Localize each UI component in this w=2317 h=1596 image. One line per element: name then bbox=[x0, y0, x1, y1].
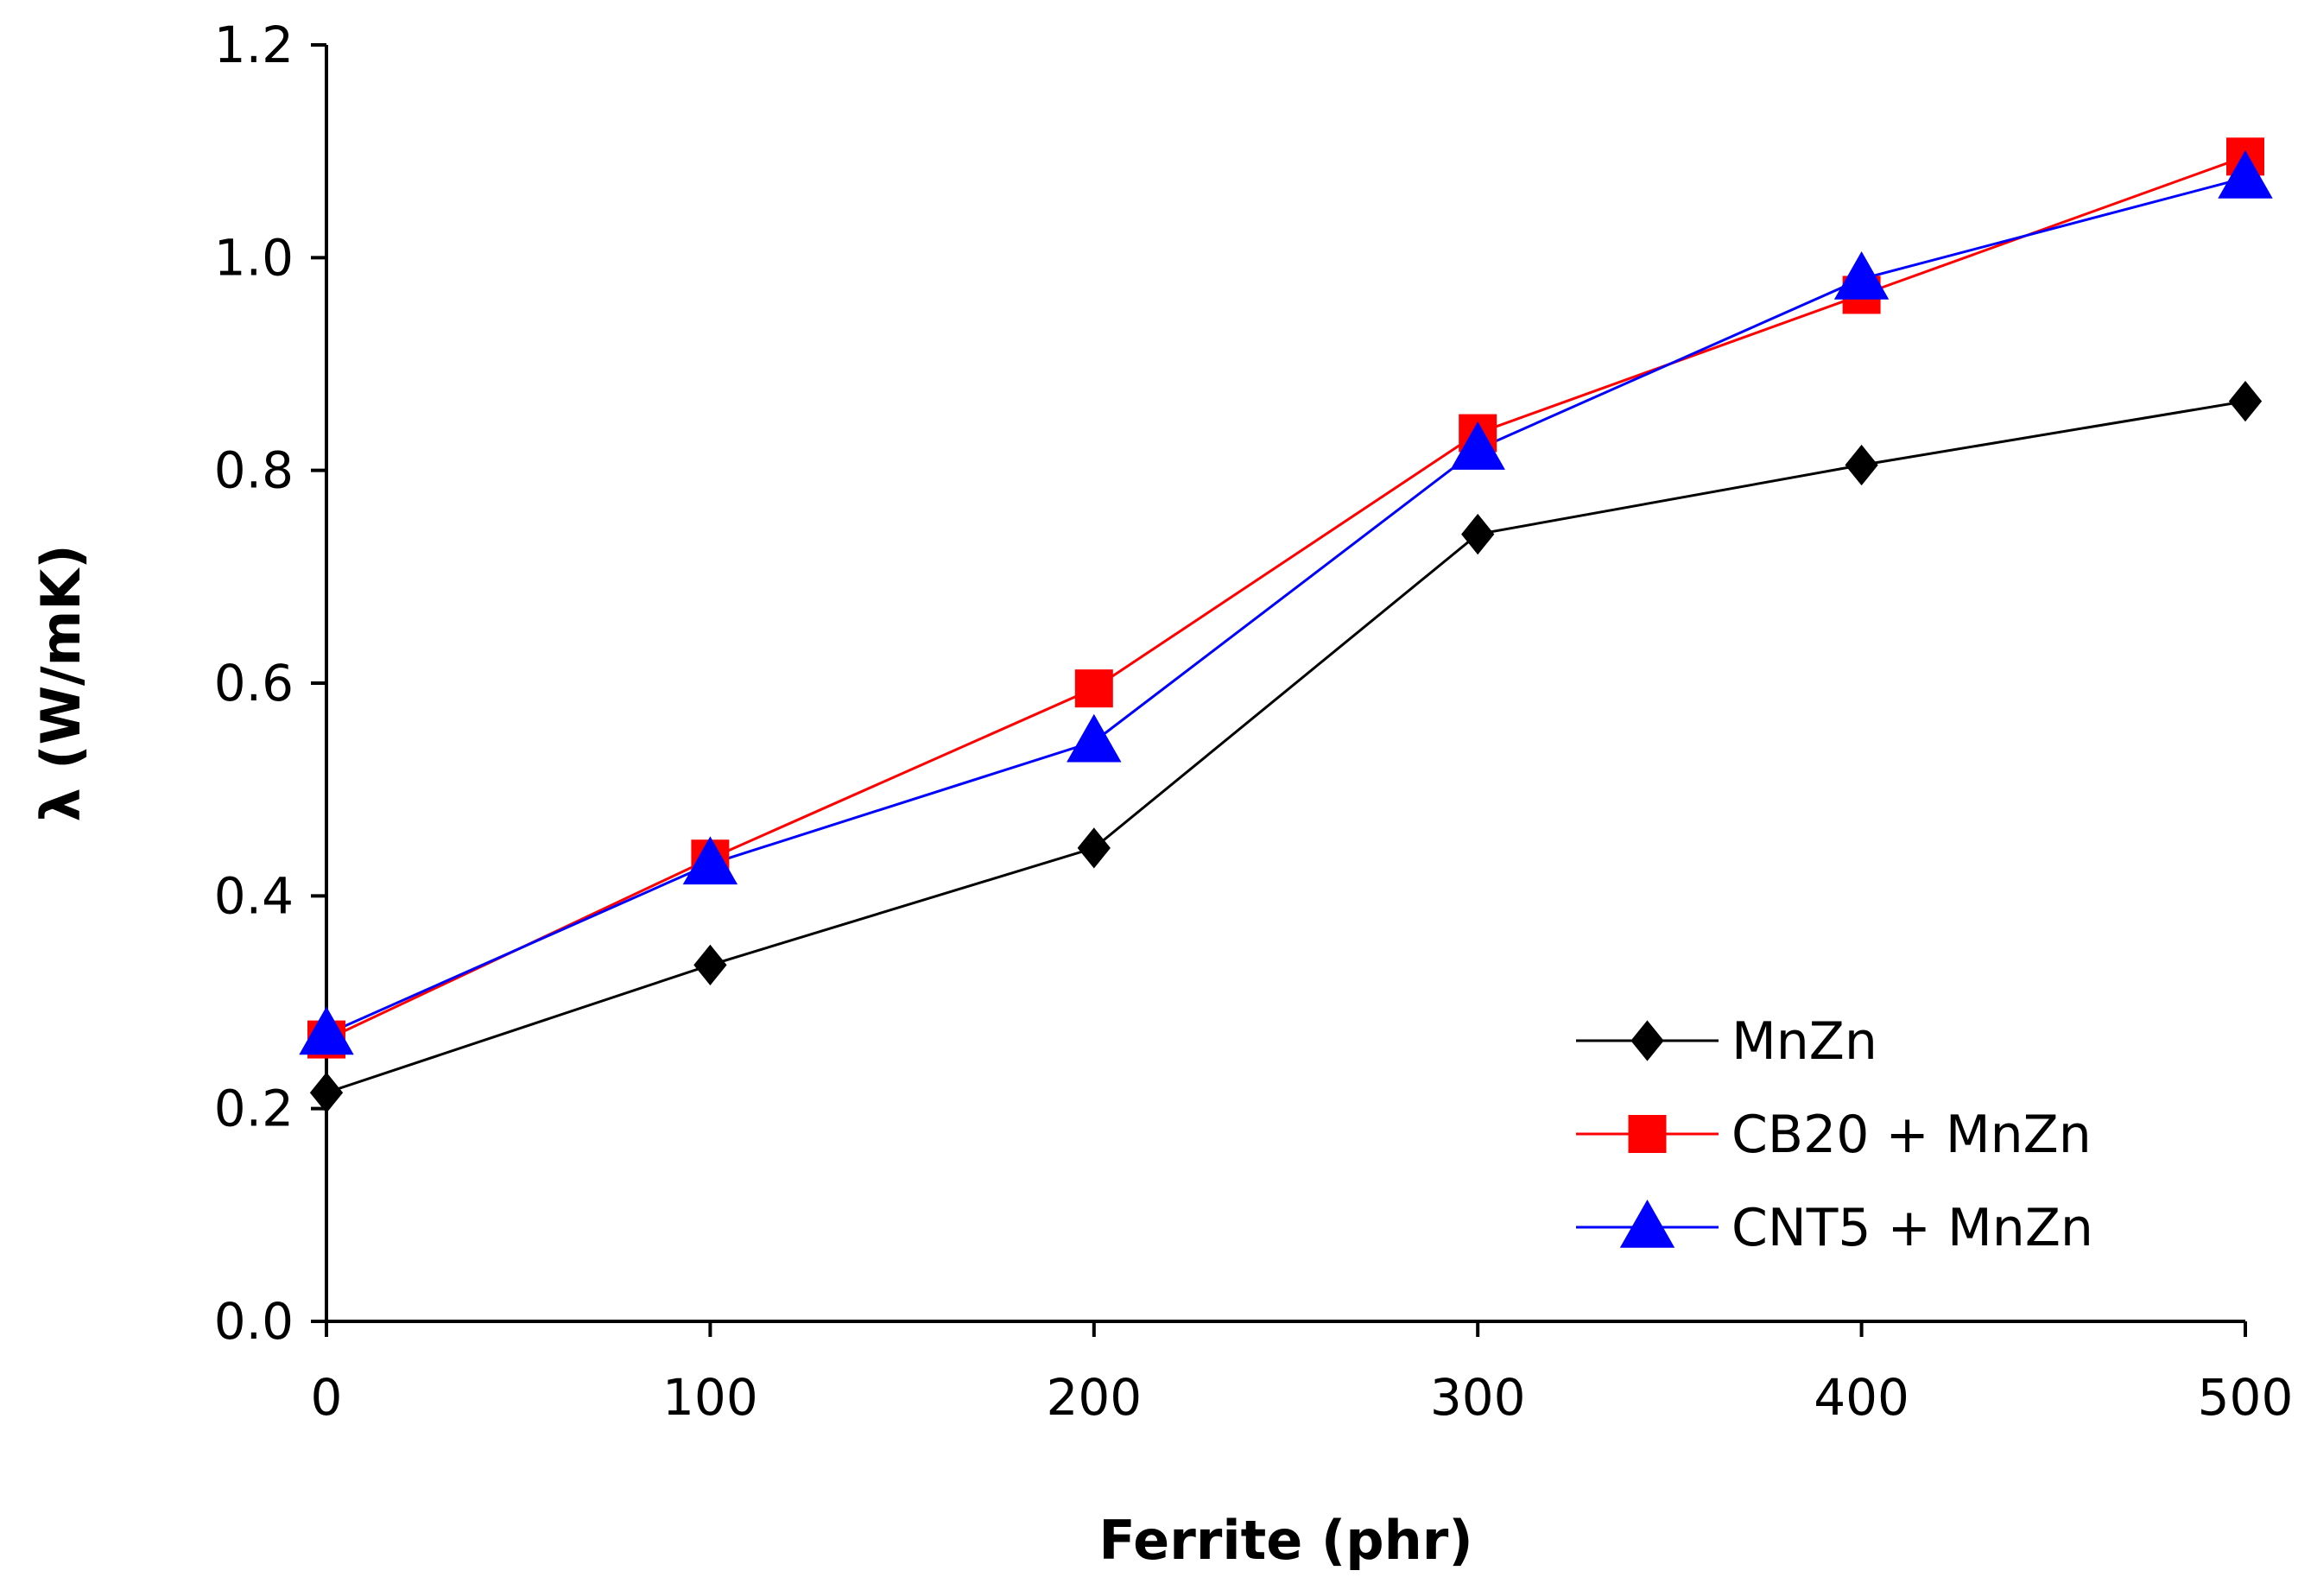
data-point bbox=[1067, 713, 1122, 763]
data-point bbox=[309, 1072, 344, 1113]
data-point bbox=[1077, 827, 1111, 869]
series-line bbox=[326, 155, 2246, 1041]
x-axis-title: Ferrite (phr) bbox=[1098, 1509, 1472, 1572]
legend-marker bbox=[1630, 1020, 1664, 1061]
y-axis-title: λ (W/mK) bbox=[29, 544, 92, 821]
data-point bbox=[693, 944, 727, 986]
data-point bbox=[1833, 250, 1890, 300]
legend-label: MnZn bbox=[1731, 1011, 1877, 1072]
x-tick-label: 200 bbox=[1046, 1368, 1142, 1427]
y-ticks: 0.0 0.2 0.4 0.6 0.8 1.0 1.2 bbox=[214, 16, 326, 1351]
data-point bbox=[682, 836, 738, 885]
legend: MnZn CB20 + MnZn CNT5 + MnZn bbox=[1576, 1011, 2093, 1258]
series-line bbox=[326, 400, 2246, 1094]
y-tick-label: 1.0 bbox=[214, 228, 294, 287]
x-tick-label: 500 bbox=[2198, 1368, 2294, 1427]
y-tick-label: 0.0 bbox=[214, 1292, 294, 1351]
y-tick-label: 0.4 bbox=[214, 866, 294, 925]
data-point bbox=[2228, 380, 2263, 422]
data-point bbox=[1461, 513, 1495, 555]
x-tick-label: 100 bbox=[662, 1368, 758, 1427]
x-ticks: 0 100 200 300 400 500 bbox=[311, 1321, 2294, 1427]
legend-marker bbox=[1628, 1115, 1667, 1153]
data-point bbox=[2218, 149, 2273, 199]
series-markers bbox=[299, 137, 2273, 1113]
y-tick-label: 0.8 bbox=[214, 441, 294, 500]
y-tick-label: 1.2 bbox=[214, 16, 294, 74]
legend-label: CNT5 + MnZn bbox=[1731, 1198, 2093, 1258]
data-point bbox=[1074, 669, 1113, 708]
series-lines bbox=[326, 155, 2246, 1094]
data-point bbox=[1845, 444, 1878, 486]
y-tick-label: 0.6 bbox=[214, 654, 294, 712]
y-tick-label: 0.2 bbox=[214, 1080, 294, 1138]
data-point bbox=[299, 1006, 354, 1055]
x-tick-label: 400 bbox=[1814, 1368, 1909, 1427]
data-point bbox=[1450, 421, 1505, 470]
legend-label: CB20 + MnZn bbox=[1731, 1105, 2092, 1165]
legend-marker bbox=[1619, 1199, 1675, 1248]
x-tick-label: 300 bbox=[1430, 1368, 1526, 1427]
series-line bbox=[326, 176, 2246, 1036]
x-tick-label: 0 bbox=[311, 1368, 343, 1427]
